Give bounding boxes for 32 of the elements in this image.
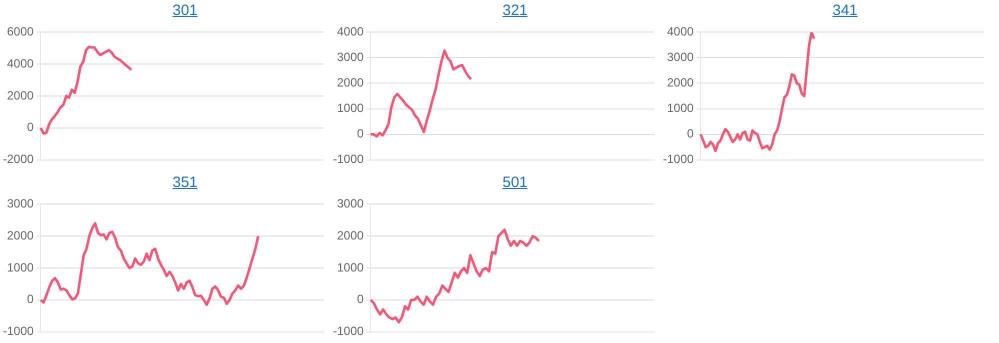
y-tick-label: 1000 [336, 101, 364, 116]
y-tick-label: 1000 [6, 260, 34, 274]
y-tick-label: 4000 [6, 56, 34, 70]
y-tick-label: 2000 [6, 228, 34, 242]
y-tick-label: -1000 [332, 152, 364, 166]
y-tick-label: 3000 [666, 50, 694, 64]
y-tick-label: 0 [357, 292, 364, 306]
y-tick-label: -1000 [332, 324, 364, 338]
y-tick-label: 3000 [336, 196, 364, 211]
y-tick-label: 3000 [6, 196, 34, 211]
chart-title: 341 [832, 2, 858, 19]
y-tick-label: 6000 [6, 24, 34, 39]
y-tick-label: 1000 [336, 260, 364, 274]
y-tick-label: 2000 [666, 76, 694, 90]
y-tick-label: 2000 [6, 88, 34, 102]
y-tick-label: 0 [27, 120, 34, 134]
chart-title: 301 [172, 2, 198, 19]
y-tick-label: 3000 [336, 50, 364, 64]
y-tick-label: 2000 [336, 76, 364, 90]
y-tick-label: 0 [357, 126, 364, 141]
y-tick-label: 0 [27, 292, 34, 306]
chart-title: 501 [502, 174, 528, 191]
y-tick-label: -1000 [2, 324, 34, 338]
y-tick-label: 4000 [336, 24, 364, 39]
y-tick-label: 1000 [666, 101, 694, 116]
y-tick-label: 4000 [666, 24, 694, 39]
chart-title: 321 [502, 2, 528, 19]
chart-title: 351 [172, 174, 198, 191]
y-tick-label: -1000 [662, 152, 694, 166]
y-tick-label: 2000 [336, 228, 364, 242]
y-tick-label: -2000 [2, 152, 34, 166]
y-tick-label: 0 [687, 126, 694, 141]
